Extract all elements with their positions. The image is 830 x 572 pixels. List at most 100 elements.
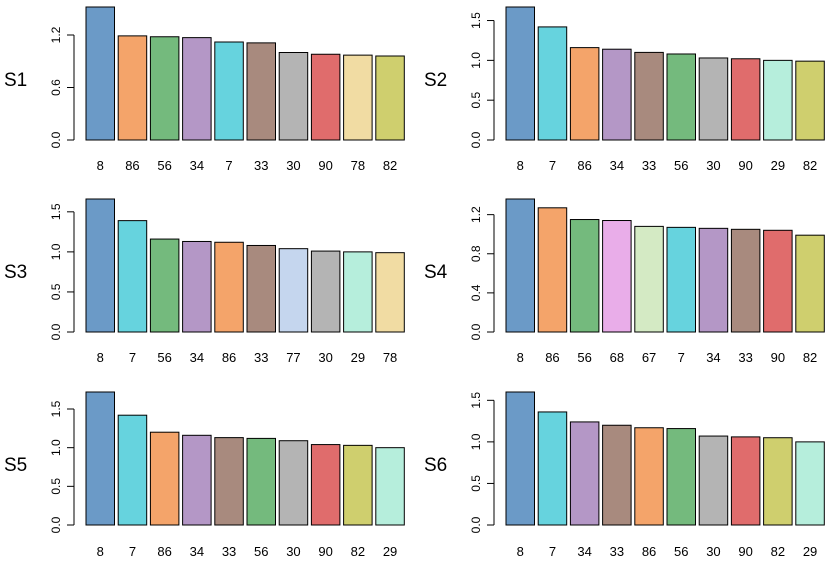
bar-7 — [666, 226, 696, 333]
y-tick-label: 0.5 — [469, 92, 483, 109]
bar-30 — [698, 435, 729, 526]
x-tick-label: 33 — [642, 158, 656, 173]
x-tick-label: 34 — [190, 350, 204, 365]
x-tick-label: 33 — [254, 350, 268, 365]
bar-33 — [634, 51, 664, 141]
bar-33 — [602, 424, 632, 526]
x-tick-label: 67 — [642, 350, 656, 365]
x-tick-label: 86 — [545, 350, 559, 365]
bar-29 — [343, 251, 373, 333]
x-tick-label: 34 — [706, 350, 720, 365]
x-tick-label: 68 — [610, 350, 624, 365]
x-tick-label: 29 — [383, 544, 397, 559]
x-tick-label: 82 — [351, 544, 365, 559]
x-tick-label: 34 — [577, 544, 591, 559]
bar-8 — [85, 391, 115, 526]
y-tick-label: 0.0 — [49, 131, 63, 148]
x-tick-label: 90 — [738, 158, 752, 173]
panel-label: S5 — [4, 455, 27, 476]
bar-67 — [634, 225, 664, 333]
x-tick-label: 56 — [674, 544, 688, 559]
bar-34 — [182, 240, 212, 333]
x-tick-label: 8 — [97, 544, 104, 559]
x-tick-label: 78 — [351, 158, 365, 173]
bar-7 — [537, 411, 568, 526]
x-tick-label: 90 — [318, 544, 332, 559]
y-tick-label: 0.0 — [469, 516, 483, 533]
x-tick-label: 33 — [738, 350, 752, 365]
x-tick-label: 33 — [254, 158, 268, 173]
x-tick-label: 7 — [129, 544, 136, 559]
bar-8 — [505, 6, 535, 141]
bar-8 — [505, 391, 535, 526]
bar-30 — [310, 250, 341, 333]
x-tick-label: 29 — [803, 544, 817, 559]
bar-56 — [149, 238, 180, 333]
x-tick-label: 8 — [517, 544, 524, 559]
bar-7 — [117, 220, 148, 333]
bar-82 — [795, 234, 825, 333]
bar-82 — [375, 55, 405, 141]
x-tick-label: 8 — [97, 158, 104, 173]
y-tick-label: 0.5 — [49, 283, 63, 300]
bar-34 — [569, 421, 600, 526]
panel-label: S4 — [424, 262, 448, 283]
x-tick-label: 82 — [383, 158, 397, 173]
bar-82 — [343, 444, 373, 526]
bar-33 — [246, 244, 276, 333]
panel-label: S3 — [4, 262, 27, 283]
x-tick-label: 77 — [286, 350, 300, 365]
y-tick-label: 0.8 — [469, 245, 483, 262]
x-tick-label: 8 — [517, 158, 524, 173]
x-tick-label: 7 — [129, 350, 136, 365]
bar-56 — [149, 36, 180, 141]
bar-8 — [505, 198, 535, 333]
x-tick-label: 34 — [190, 158, 204, 173]
y-tick-label: 1.5 — [49, 400, 63, 417]
y-tick-label: 0.4 — [469, 284, 483, 301]
bar-7 — [117, 414, 148, 526]
y-tick-label: 1.5 — [49, 203, 63, 220]
bar-90 — [730, 436, 761, 526]
bar-7 — [537, 26, 568, 141]
x-tick-label: 56 — [157, 350, 171, 365]
panel-label: S1 — [4, 70, 27, 91]
bar-56 — [569, 219, 600, 333]
x-tick-label: 56 — [674, 158, 688, 173]
panel-s1: S1 0.0 0.6 1.2 8 86 56 34 7 33 30 90 78 82 — [4, 6, 405, 173]
y-tick-label: 1.5 — [469, 12, 483, 29]
x-tick-label: 78 — [383, 350, 397, 365]
x-tick-label: 86 — [222, 350, 236, 365]
x-tick-label: 30 — [706, 544, 720, 559]
y-tick-label: 1.5 — [469, 392, 483, 409]
bar-34 — [182, 434, 212, 526]
y-tick-label: 0.5 — [49, 478, 63, 495]
bar-68 — [602, 220, 632, 333]
y-tick-label: 1.0 — [469, 433, 483, 450]
bar-90 — [310, 444, 341, 526]
x-tick-label: 56 — [254, 544, 268, 559]
bar-33 — [214, 437, 244, 526]
y-tick-label: 0.0 — [469, 131, 483, 148]
bar-8 — [85, 198, 115, 333]
bar-82 — [763, 437, 793, 526]
bar-86 — [117, 35, 148, 141]
y-tick-label: 0.5 — [469, 475, 483, 492]
panel-label: S6 — [424, 455, 447, 476]
bar-29 — [763, 59, 793, 141]
x-tick-label: 34 — [190, 544, 204, 559]
x-tick-label: 56 — [157, 158, 171, 173]
x-tick-label: 56 — [577, 350, 591, 365]
x-tick-label: 33 — [222, 544, 236, 559]
bar-30 — [698, 57, 729, 141]
bar-29 — [795, 441, 825, 526]
x-tick-label: 90 — [771, 350, 785, 365]
x-tick-label: 86 — [125, 158, 139, 173]
x-tick-label: 86 — [642, 544, 656, 559]
x-tick-label: 30 — [706, 158, 720, 173]
x-tick-label: 86 — [157, 544, 171, 559]
bar-78 — [375, 252, 405, 333]
panel-s2: S2 0.0 0.5 1.0 1.5 8 7 86 34 33 56 30 90 29 82 — [424, 6, 825, 173]
panel-s3: S3 0.0 0.5 1.0 1.5 8 7 56 34 86 33 77 30 29 78 — [4, 198, 405, 365]
